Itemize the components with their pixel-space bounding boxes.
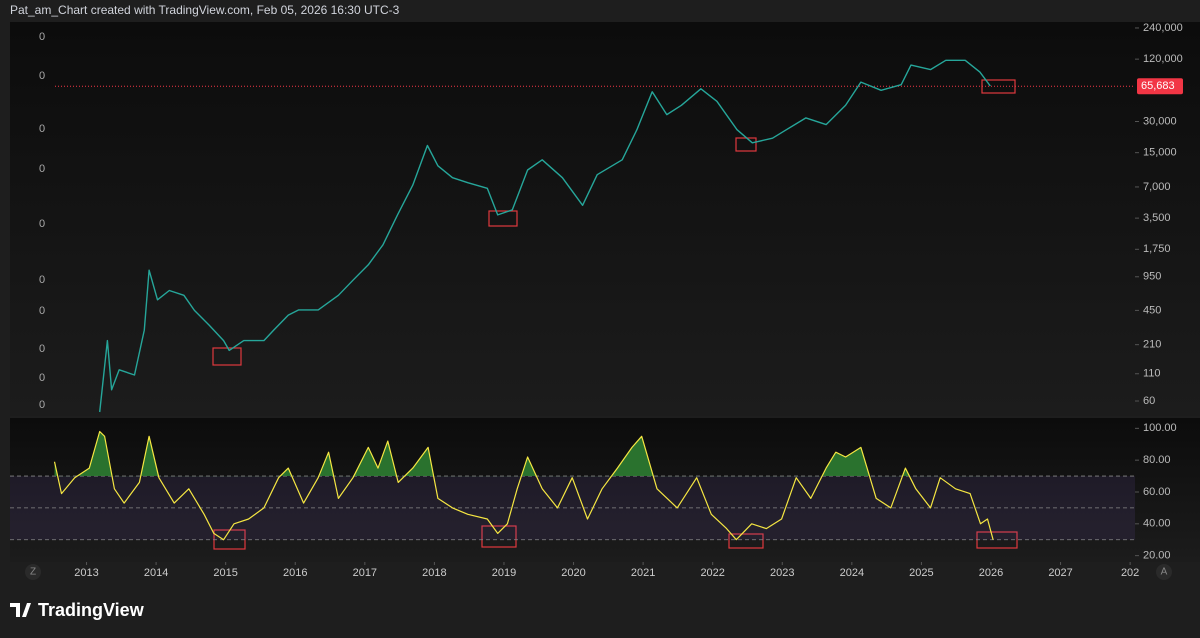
y-tick-label: 210 [1143,339,1161,351]
y-tick-label: 80.00 [1143,454,1171,466]
scale-button[interactable] [25,564,41,580]
marks: 0 0 0 0 0 0 0 0 0 0 240,000 120,000 30,000 15,000 7,00… [10,22,1183,579]
x-tick-label: 2017 [353,567,377,579]
x-tick-label: 2015 [213,567,237,579]
logo-mark [10,603,31,617]
y-tick-label: 110 [1143,368,1161,380]
y-tick-label: 7,000 [1143,181,1171,193]
scale-button-label: Z [30,567,36,578]
left-label: 0 [39,399,45,411]
y-tick-label: 450 [1143,304,1161,316]
box [488,210,518,227]
left-label: 0 [39,163,45,175]
left-label: 0 [39,123,45,135]
last-price-badge [1137,78,1183,95]
left-label: 0 [39,218,45,230]
y-tick-label: 120,000 [1143,53,1183,65]
y-tick-label: 30,000 [1143,115,1177,127]
left-label: 0 [39,70,45,82]
x-tick-label: 2020 [561,567,585,579]
x-tick-label: 2024 [840,567,864,579]
x-tick-label: 2026 [979,567,1003,579]
x-tick-label: 2027 [1048,567,1072,579]
y-tick-label: 3,500 [1143,212,1171,224]
series-line [53,430,994,541]
x-tick-label: 2014 [144,567,168,579]
x-tick-label: 2019 [492,567,516,579]
y-tick-label: 100.00 [1143,422,1177,434]
left-label: 0 [39,305,45,317]
x-tick-label: 2021 [631,567,655,579]
box [728,533,764,549]
x-tick-label: 2025 [909,567,933,579]
x-tick-label: 2018 [422,567,446,579]
auto-button[interactable] [1156,564,1172,580]
x-tick-label: 2022 [700,567,724,579]
logo: TradingView [10,600,145,620]
left-label: 0 [39,343,45,355]
box [212,347,242,366]
y-tick-label: 60.00 [1143,486,1171,498]
y-tick-label: 60 [1143,395,1155,407]
auto-button-label: A [1161,567,1168,578]
x-tick-label: 202 [1121,567,1139,579]
y-tick-label: 240,000 [1143,22,1183,34]
y-tick-label: 40.00 [1143,518,1171,530]
left-label: 0 [39,372,45,384]
left-label: 0 [39,31,45,43]
box [481,525,517,548]
y-tick-label: 1,750 [1143,243,1171,255]
y-tick-label: 20.00 [1143,550,1171,562]
last-price-label: 65,683 [1141,80,1175,92]
y-tick-label: 15,000 [1143,147,1177,159]
price-pane [10,22,1200,416]
x-tick-label: 2013 [74,567,98,579]
rsi-pane [10,418,1200,562]
header-title: Pat_am_Chart created with TradingView.co… [10,3,400,17]
x-tick-label: 2016 [283,567,307,579]
series-line [99,59,991,413]
left-label: 0 [39,274,45,286]
brand: TradingView [38,600,145,620]
x-tick-label: 2023 [770,567,794,579]
y-tick-label: 950 [1143,271,1161,283]
